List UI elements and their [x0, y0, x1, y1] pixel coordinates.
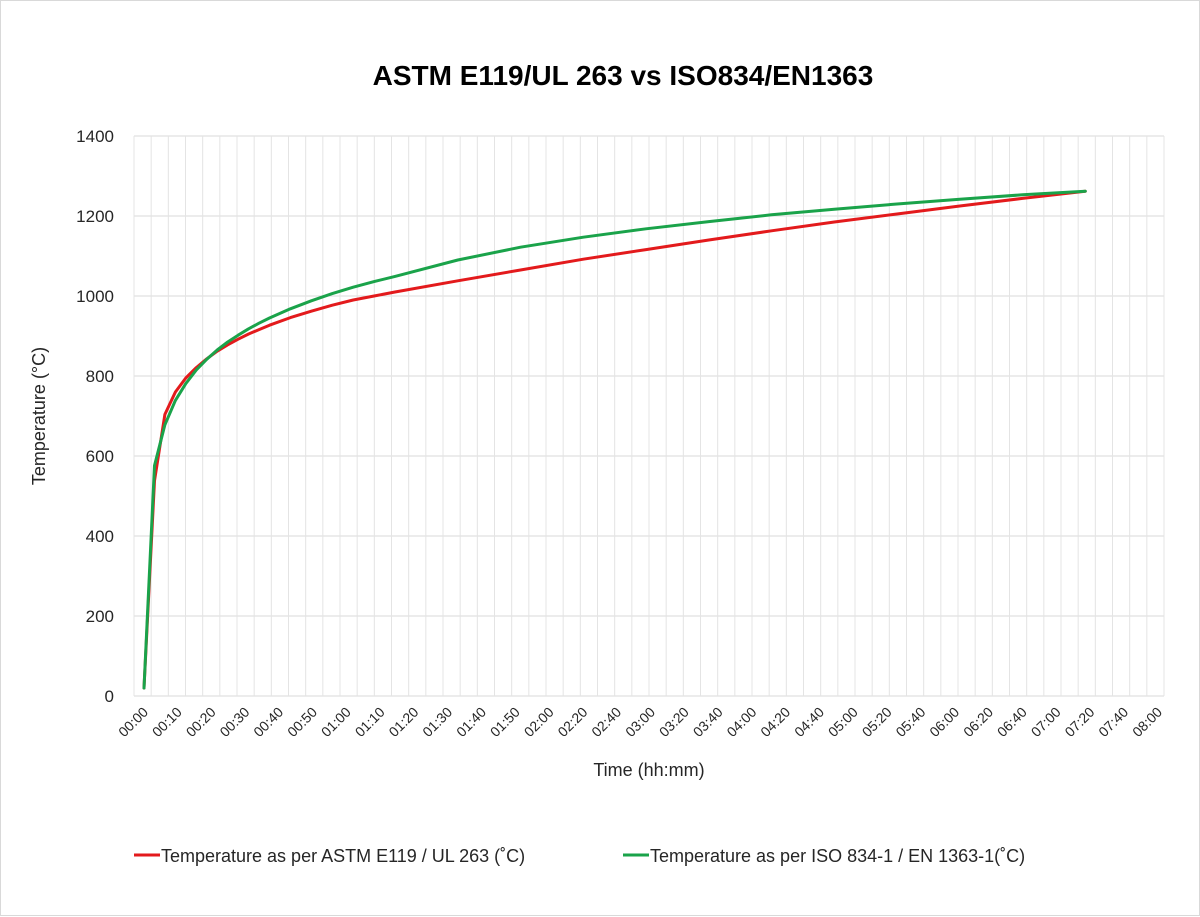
x-tick-label: 02:20: [554, 704, 590, 740]
y-tick-label: 800: [86, 367, 114, 386]
chart-title: ASTM E119/UL 263 vs ISO834/EN1363: [373, 60, 874, 91]
series-line-2: [142, 189, 1087, 690]
x-tick-label: 07:20: [1061, 704, 1097, 740]
x-tick-label: 04:40: [791, 704, 827, 740]
x-tick-label: 04:00: [723, 704, 759, 740]
y-axis-label: Temperature (°C): [29, 347, 49, 485]
x-axis-ticks: 00:0000:1000:2000:3000:4000:5001:0001:10…: [115, 704, 1165, 740]
x-tick-label: 01:40: [453, 704, 489, 740]
x-tick-label: 06:40: [994, 704, 1030, 740]
x-axis-label: Time (hh:mm): [593, 760, 704, 780]
x-tick-label: 01:50: [487, 704, 523, 740]
series-layer: [142, 189, 1087, 690]
x-tick-label: 06:00: [926, 704, 962, 740]
x-tick-label: 00:30: [216, 704, 252, 740]
legend-label-1: Temperature as per ASTM E119 / UL 263 (˚…: [161, 846, 525, 866]
x-tick-label: 03:40: [690, 704, 726, 740]
x-tick-label: 04:20: [757, 704, 793, 740]
x-tick-label: 02:00: [521, 704, 557, 740]
y-tick-label: 0: [105, 687, 114, 706]
x-tick-label: 00:50: [284, 704, 320, 740]
legend-label-2: Temperature as per ISO 834-1 / EN 1363-1…: [650, 846, 1025, 866]
x-tick-label: 02:40: [588, 704, 624, 740]
x-tick-label: 01:20: [385, 704, 421, 740]
gridlines: [133, 135, 1165, 697]
y-tick-label: 1400: [76, 127, 114, 146]
y-axis-ticks: 0 200 400 600 800 1000 1200 1400: [76, 127, 114, 706]
x-tick-label: 03:20: [656, 704, 692, 740]
x-tick-label: 03:00: [622, 704, 658, 740]
x-tick-label: 00:40: [250, 704, 286, 740]
x-tick-label: 00:10: [149, 704, 185, 740]
x-tick-label: 07:00: [1028, 704, 1064, 740]
x-tick-label: 01:10: [352, 704, 388, 740]
series-line-1: [142, 189, 1087, 690]
x-tick-label: 05:20: [859, 704, 895, 740]
x-tick-label: 08:00: [1129, 704, 1165, 740]
y-tick-label: 600: [86, 447, 114, 466]
x-tick-label: 05:00: [825, 704, 861, 740]
x-tick-label: 05:40: [892, 704, 928, 740]
x-tick-label: 06:20: [960, 704, 996, 740]
y-tick-label: 200: [86, 607, 114, 626]
x-tick-label: 00:20: [183, 704, 219, 740]
x-tick-label: 00:00: [115, 704, 151, 740]
legend: Temperature as per ASTM E119 / UL 263 (˚…: [134, 846, 1025, 866]
y-tick-label: 400: [86, 527, 114, 546]
y-tick-label: 1000: [76, 287, 114, 306]
x-tick-label: 01:00: [318, 704, 354, 740]
x-tick-label: 01:30: [419, 704, 455, 740]
x-tick-label: 07:40: [1095, 704, 1131, 740]
y-tick-label: 1200: [76, 207, 114, 226]
